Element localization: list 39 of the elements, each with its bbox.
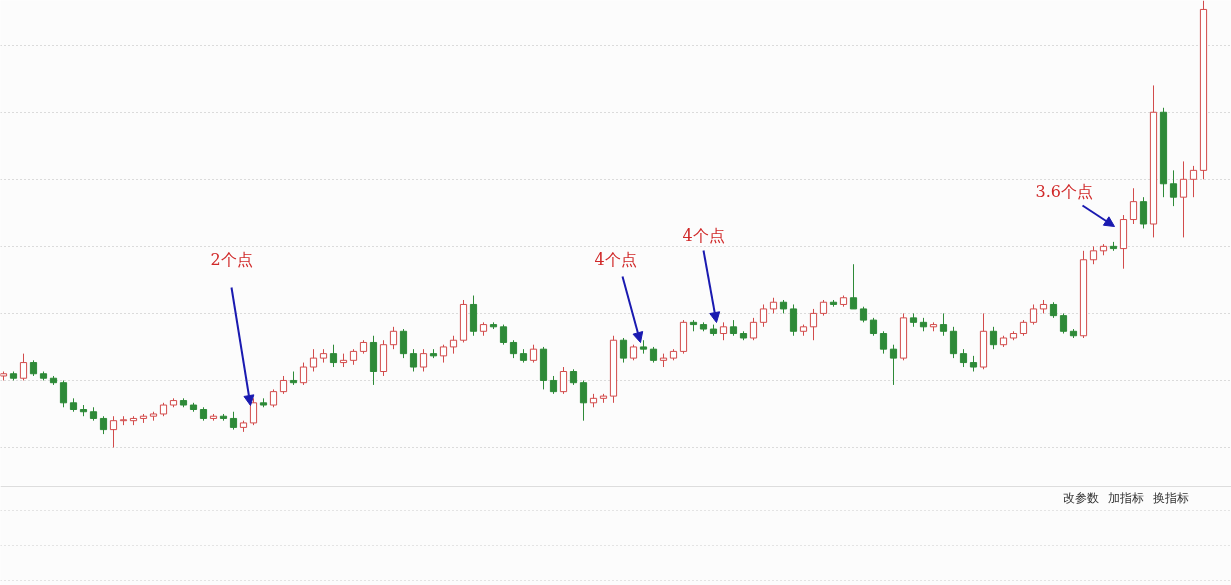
candlestick: [759, 303, 768, 328]
annotation: 4个点: [682, 225, 725, 245]
text: 改参数: [1062, 490, 1099, 505]
candlestick: [789, 303, 798, 337]
annotation: 2个点: [210, 249, 253, 269]
candlestick: [109, 415, 118, 448]
candlestick: [1129, 187, 1138, 225]
candlestick: [559, 366, 568, 395]
text: 换指标: [1152, 490, 1189, 505]
candlestick: [889, 344, 898, 386]
candlestick: [939, 312, 948, 337]
candlestick: [1029, 303, 1038, 326]
candlestick: [1059, 312, 1068, 335]
candlestick: [949, 326, 958, 359]
candlestick: [329, 344, 338, 368]
candlestick: [849, 263, 858, 310]
text: 加指标: [1107, 490, 1144, 505]
candlestick: [19, 353, 28, 381]
candlestick: [59, 379, 68, 408]
candlestick: [579, 379, 588, 422]
candlestick: [419, 348, 428, 373]
candlestick: [499, 324, 508, 346]
candlestick: [249, 397, 258, 426]
candlestick: [809, 308, 818, 341]
candlestick: [749, 317, 758, 341]
candlestick: [1169, 169, 1178, 207]
candlestick: [1179, 160, 1188, 238]
candlestick: [1139, 196, 1148, 229]
candlestick: [299, 362, 308, 386]
annotation: 3.6个点: [1035, 181, 1093, 201]
candlestick: [309, 348, 318, 373]
candlestick: [399, 328, 408, 359]
candlestick: [879, 330, 888, 355]
candlestick: [619, 337, 628, 364]
candlestick: [409, 348, 418, 373]
candlestick: [389, 326, 398, 350]
candlestick: [989, 326, 998, 350]
candlestick: [1189, 165, 1198, 198]
annotation: 4个点: [594, 249, 637, 269]
